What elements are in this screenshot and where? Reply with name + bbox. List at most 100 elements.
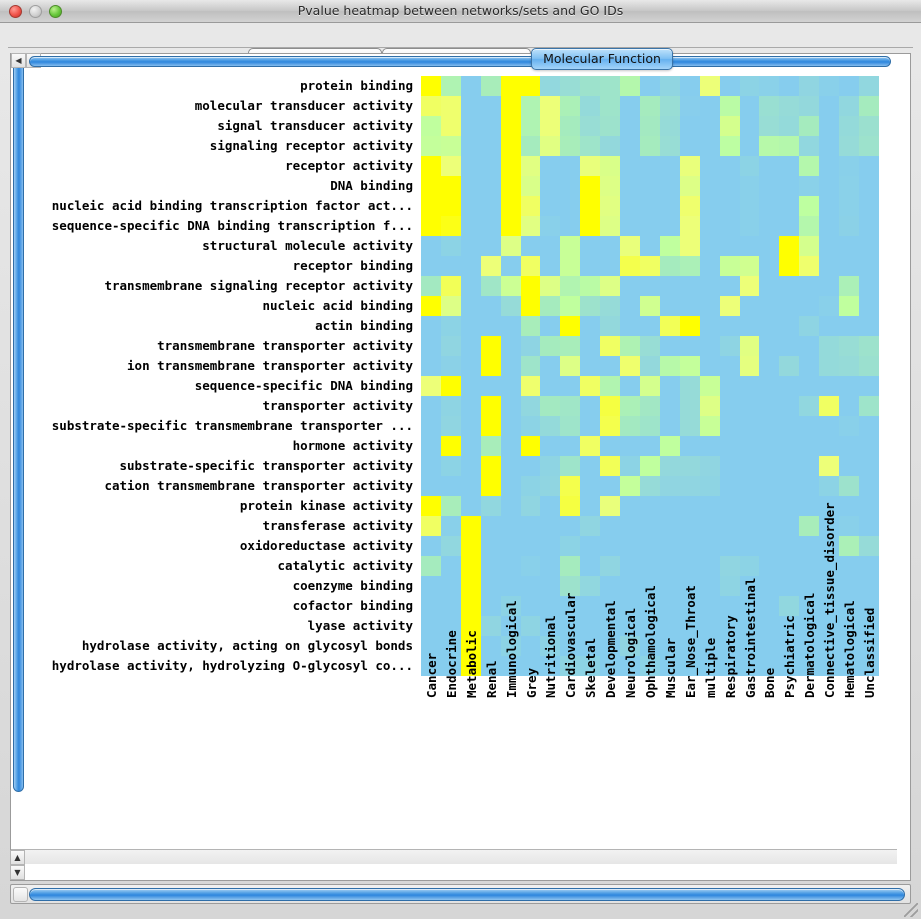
heatmap-cell[interactable] (679, 516, 700, 536)
heatmap-cell[interactable] (460, 276, 481, 296)
heatmap-cell[interactable] (819, 436, 840, 456)
heatmap-cell[interactable] (480, 116, 501, 136)
heatmap-cell[interactable] (460, 636, 481, 656)
heatmap-cell[interactable] (819, 576, 840, 596)
heatmap-cell[interactable] (440, 616, 461, 636)
heatmap-cell[interactable] (480, 136, 501, 156)
heatmap-cell[interactable] (560, 436, 581, 456)
heatmap-cell[interactable] (639, 156, 660, 176)
heatmap-cell[interactable] (819, 296, 840, 316)
heatmap-cell[interactable] (600, 196, 621, 216)
heatmap-cell[interactable] (719, 416, 740, 436)
heatmap-cell[interactable] (639, 116, 660, 136)
heatmap-cell[interactable] (421, 356, 441, 376)
heatmap-cell[interactable] (679, 616, 700, 636)
heatmap-cell[interactable] (460, 96, 481, 116)
heatmap-cell[interactable] (679, 556, 700, 576)
heatmap-cell[interactable] (799, 636, 820, 656)
heatmap-cell[interactable] (759, 116, 780, 136)
heatmap-cell[interactable] (421, 636, 441, 656)
heatmap-cell[interactable] (858, 416, 879, 436)
heatmap-cell[interactable] (739, 436, 760, 456)
heatmap-cell[interactable] (520, 156, 541, 176)
heatmap-cell[interactable] (659, 556, 680, 576)
heatmap-cell[interactable] (480, 616, 501, 636)
heatmap-cell[interactable] (560, 456, 581, 476)
heatmap-cell[interactable] (440, 96, 461, 116)
heatmap-cell[interactable] (440, 156, 461, 176)
heatmap-cell[interactable] (440, 196, 461, 216)
heatmap-cell[interactable] (540, 296, 561, 316)
heatmap-cell[interactable] (500, 396, 521, 416)
heatmap-cell[interactable] (799, 396, 820, 416)
heatmap-cell[interactable] (421, 336, 441, 356)
heatmap-cell[interactable] (839, 596, 859, 616)
heatmap-cell[interactable] (620, 456, 640, 476)
heatmap-cell[interactable] (839, 176, 859, 196)
horizontal-scrollbar[interactable]: ◀ ▶ (11, 53, 897, 864)
heatmap-cell[interactable] (440, 456, 461, 476)
heatmap-cell[interactable] (520, 256, 541, 276)
heatmap-cell[interactable] (779, 636, 800, 656)
heatmap-cell[interactable] (540, 276, 561, 296)
heatmap-cell[interactable] (520, 416, 541, 436)
heatmap-cell[interactable] (440, 536, 461, 556)
heatmap-cell[interactable] (779, 476, 800, 496)
heatmap-cell[interactable] (719, 556, 740, 576)
heatmap-cell[interactable] (799, 136, 820, 156)
heatmap-cell[interactable] (858, 656, 879, 676)
heatmap-cell[interactable] (460, 236, 481, 256)
heatmap-cell[interactable] (600, 436, 621, 456)
heatmap-cell[interactable] (480, 176, 501, 196)
heatmap-cell[interactable] (540, 396, 561, 416)
heatmap-cell[interactable] (620, 176, 640, 196)
heatmap-cell[interactable] (799, 536, 820, 556)
heatmap-cell[interactable] (421, 176, 441, 196)
heatmap-cell[interactable] (440, 656, 461, 676)
heatmap-cell[interactable] (520, 576, 541, 596)
heatmap-cell[interactable] (480, 596, 501, 616)
heatmap-cell[interactable] (500, 556, 521, 576)
heatmap-cell[interactable] (480, 496, 501, 516)
heatmap-cell[interactable] (799, 576, 820, 596)
heatmap-cell[interactable] (858, 96, 879, 116)
heatmap-cell[interactable] (839, 196, 859, 216)
heatmap-cell[interactable] (679, 156, 700, 176)
heatmap-cell[interactable] (659, 436, 680, 456)
heatmap-cell[interactable] (759, 76, 780, 96)
heatmap-cell[interactable] (679, 356, 700, 376)
heatmap-cell[interactable] (699, 316, 720, 336)
heatmap-cell[interactable] (421, 296, 441, 316)
heatmap-cell[interactable] (719, 356, 740, 376)
heatmap-cell[interactable] (560, 596, 581, 616)
heatmap-cell[interactable] (540, 536, 561, 556)
heatmap-cell[interactable] (799, 656, 820, 676)
heatmap-cell[interactable] (679, 256, 700, 276)
heatmap-cell[interactable] (839, 136, 859, 156)
heatmap-cell[interactable] (639, 636, 660, 656)
heatmap-cell[interactable] (858, 176, 879, 196)
heatmap-cell[interactable] (500, 576, 521, 596)
heatmap-cell[interactable] (659, 336, 680, 356)
heatmap-cell[interactable] (460, 616, 481, 636)
heatmap-cell[interactable] (858, 196, 879, 216)
heatmap-cell[interactable] (440, 76, 461, 96)
heatmap-cell[interactable] (759, 296, 780, 316)
heatmap-cell[interactable] (819, 316, 840, 336)
heatmap-cell[interactable] (779, 176, 800, 196)
heatmap-cell[interactable] (759, 336, 780, 356)
heatmap-cell[interactable] (600, 636, 621, 656)
heatmap-cell[interactable] (819, 636, 840, 656)
heatmap-cell[interactable] (759, 356, 780, 376)
heatmap-cell[interactable] (839, 496, 859, 516)
heatmap-cell[interactable] (719, 456, 740, 476)
heatmap-canvas[interactable]: protein binding molecular transducer acti… (11, 54, 879, 849)
heatmap-cell[interactable] (759, 376, 780, 396)
heatmap-cell[interactable] (819, 76, 840, 96)
heatmap-cell[interactable] (739, 596, 760, 616)
heatmap-cell[interactable] (540, 616, 561, 636)
heatmap-cell[interactable] (500, 76, 521, 96)
heatmap-cell[interactable] (500, 536, 521, 556)
heatmap-cell[interactable] (819, 116, 840, 136)
heatmap-cell[interactable] (500, 136, 521, 156)
